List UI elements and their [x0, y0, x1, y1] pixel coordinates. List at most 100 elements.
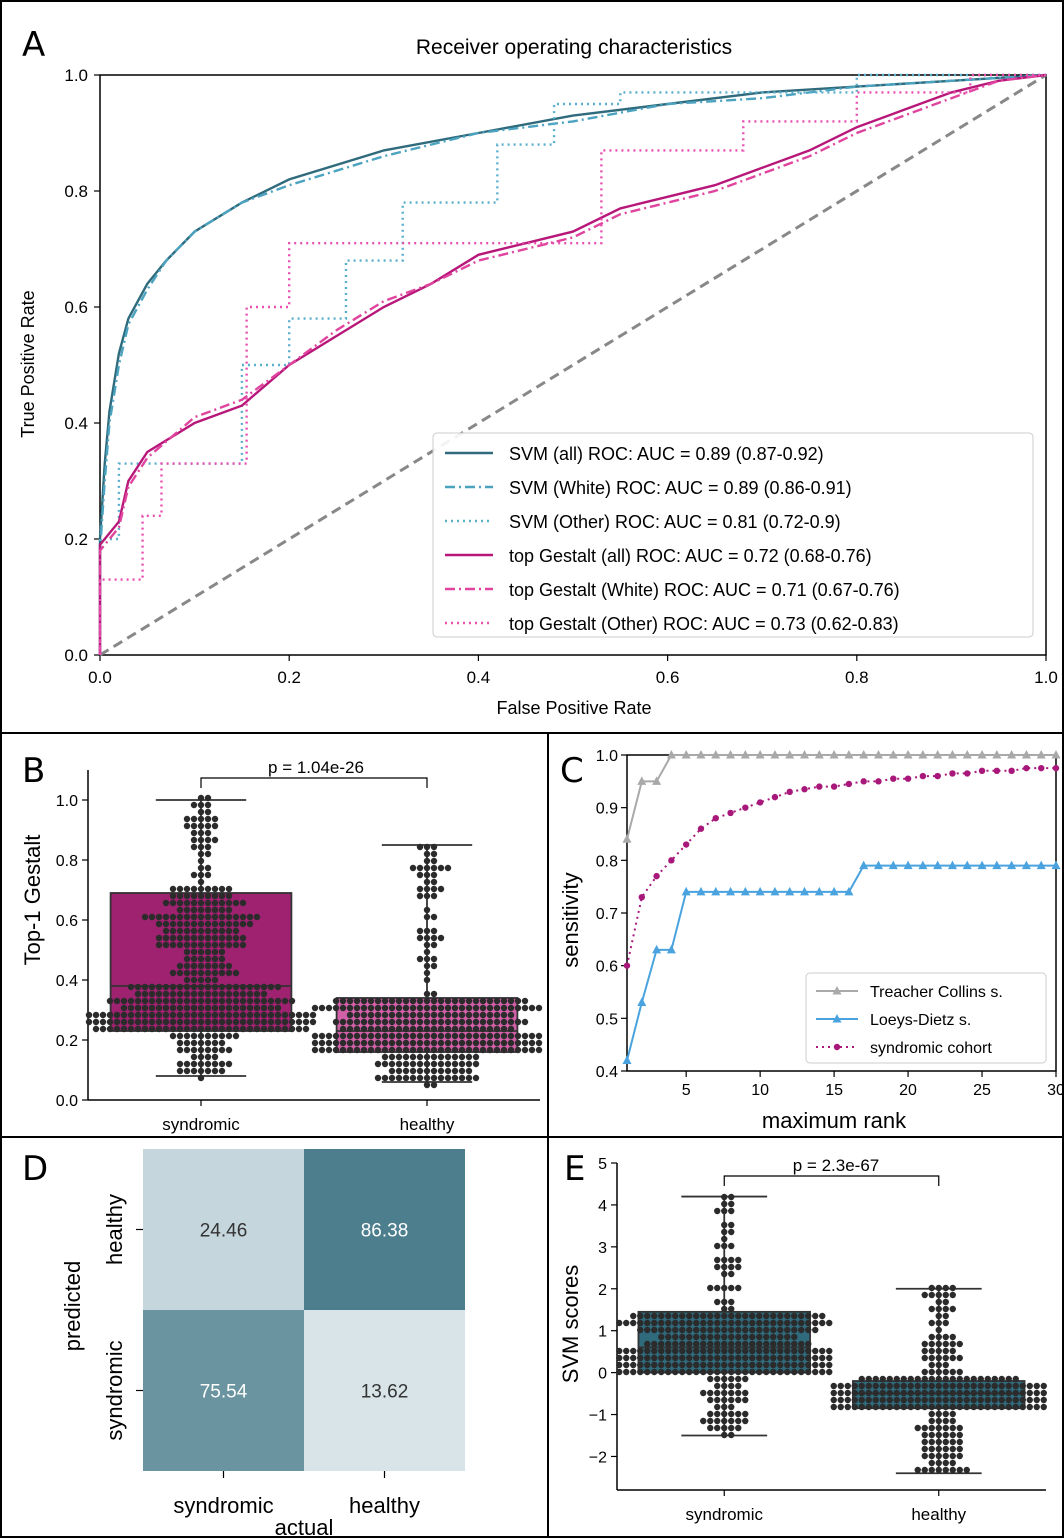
swarm-dot: [998, 1403, 1005, 1411]
swarm-dot: [267, 1025, 275, 1033]
swarm-dot: [949, 1417, 956, 1425]
swarm-dot: [211, 934, 219, 942]
swarm-dot: [423, 941, 431, 949]
swarm-dot: [672, 1354, 679, 1362]
swarm-dot: [155, 1025, 163, 1033]
marker-triangle: [844, 750, 854, 759]
swarm-dot: [360, 1025, 368, 1033]
swarm-dot: [630, 1312, 637, 1320]
swarm-dot: [770, 1354, 777, 1362]
swarm-dot: [465, 1046, 473, 1054]
swarm-dot: [465, 1018, 473, 1026]
swarm-dot: [381, 1004, 389, 1012]
swarm-dot: [693, 1319, 700, 1327]
swarm-dot: [309, 1011, 317, 1019]
swarm-dot: [956, 1452, 963, 1460]
swarm-dot: [865, 1396, 872, 1404]
swarm-dot: [225, 1032, 233, 1040]
swarm-dot: [735, 1284, 742, 1292]
swarm-dot: [437, 1067, 445, 1075]
swarm-dot: [735, 1396, 742, 1404]
cm-x-tick-label: healthy: [349, 1493, 420, 1518]
swarm-dot: [155, 1011, 163, 1019]
swarm-dot: [416, 997, 424, 1005]
swarm-dot: [500, 1025, 508, 1033]
roc-xlabel: False Positive Rate: [496, 698, 651, 718]
swarm-dot: [479, 1018, 487, 1026]
swarm-dot: [274, 1011, 282, 1019]
swarm-dot: [183, 1004, 191, 1012]
roc-ylabel: True Positive Rate: [18, 290, 38, 437]
swarm-dot: [388, 1053, 396, 1061]
swarm-dot: [451, 1018, 459, 1026]
swarm-dot: [325, 1004, 333, 1012]
swarm-dot: [204, 906, 212, 914]
swarm-dot: [728, 1424, 735, 1432]
swarm-dot: [197, 1004, 205, 1012]
swarm-dot: [514, 1039, 522, 1047]
swarm-dot: [728, 1361, 735, 1369]
marker-triangle: [933, 750, 943, 759]
swarm-dot: [204, 913, 212, 921]
swarm-dot: [274, 1018, 282, 1026]
swarm-dot: [837, 1396, 844, 1404]
swarm-dot: [409, 997, 417, 1005]
swarm-dot: [735, 1382, 742, 1390]
swarm-dot: [721, 1424, 728, 1432]
swarm-dot: [416, 1060, 424, 1068]
swarm-dot: [381, 1074, 389, 1082]
swarm-dot: [416, 885, 424, 893]
swarm-dot: [714, 1242, 721, 1250]
swarm-dot: [956, 1354, 963, 1362]
swarm-dot: [672, 1312, 679, 1320]
swarm-dot: [465, 1032, 473, 1040]
swarm-dot: [616, 1347, 623, 1355]
swarm-dot: [535, 1032, 543, 1040]
swarm-dot: [784, 1326, 791, 1334]
swarm-dot: [155, 920, 163, 928]
swarm-dot: [169, 892, 177, 900]
swarm-dot: [830, 1389, 837, 1397]
panel-letter-c: C: [560, 751, 584, 791]
swarm-dot: [728, 1298, 735, 1306]
swarm-dot: [444, 1060, 452, 1068]
swarm-dot: [970, 1389, 977, 1397]
swarm-dot: [197, 822, 205, 830]
swarm-dot: [409, 864, 417, 872]
swarm-dot: [346, 1018, 354, 1026]
swarm-dot: [148, 983, 156, 991]
swarm-dot: [935, 1452, 942, 1460]
swarm-dot: [402, 1011, 410, 1019]
swarm-dot: [637, 1312, 644, 1320]
swarm-dot: [686, 1319, 693, 1327]
swarm-dot: [651, 1312, 658, 1320]
swarm-dot: [232, 1032, 240, 1040]
swarm-dot: [232, 1018, 240, 1026]
swarm-dot: [204, 941, 212, 949]
swarm-dot: [423, 955, 431, 963]
swarm-dot: [472, 1039, 480, 1047]
swarm-dot: [784, 1361, 791, 1369]
marker-triangle: [859, 750, 869, 759]
swarm-dot: [388, 1039, 396, 1047]
cm-cell: [304, 1149, 465, 1310]
swarm-dot: [190, 1046, 198, 1054]
swarm-dot: [623, 1361, 630, 1369]
swarm-dot: [416, 1032, 424, 1040]
swarm-dot: [423, 1032, 431, 1040]
swarm-dot: [367, 1032, 375, 1040]
swarm-dot: [763, 1340, 770, 1348]
swarm-dot: [353, 1032, 361, 1040]
swarm-dot: [721, 1389, 728, 1397]
swarm-dot: [423, 1046, 431, 1054]
swarm-dot: [935, 1298, 942, 1306]
swarm-dot: [763, 1361, 770, 1369]
swarm-dot: [430, 1067, 438, 1075]
swarm-dot: [735, 1375, 742, 1383]
swarm-dot: [113, 1011, 121, 1019]
swarm-dot: [430, 864, 438, 872]
swarm-dot: [176, 892, 184, 900]
cm-y-tick-label: syndromic: [102, 1340, 127, 1440]
swarm-dot: [260, 1011, 268, 1019]
